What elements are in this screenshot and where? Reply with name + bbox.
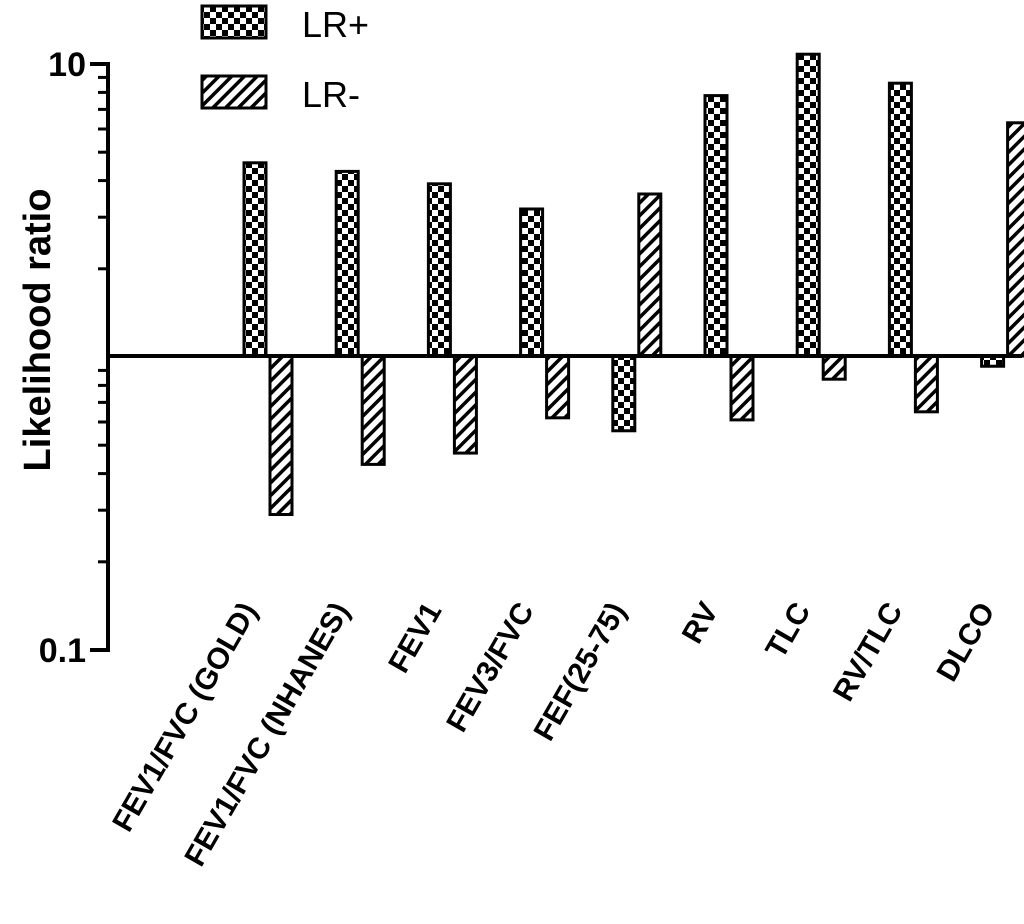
- x-tick-label: RV: [676, 597, 725, 649]
- bar-lr-minus: [360, 354, 386, 466]
- bar-lr-plus: [887, 81, 913, 358]
- bar-lr-plus: [611, 354, 637, 433]
- bar-lr-minus: [1006, 121, 1024, 358]
- y-tick-label: 10: [48, 46, 86, 84]
- bar-lr-minus: [452, 354, 478, 455]
- bar-lr-minus: [821, 354, 847, 381]
- bar-lr-plus: [795, 52, 821, 358]
- x-axis: FEV1/FVC (GOLD)FEV1/FVC (NHANES) FEV1FEV3…: [106, 354, 1022, 872]
- y-axis-label: Likelihood ratio: [17, 189, 59, 472]
- bar-lr-minus: [729, 354, 755, 422]
- bar-lr-minus: [268, 354, 294, 517]
- x-tick-label: FEV3/FVC: [440, 597, 540, 738]
- bars-group: [242, 52, 1024, 517]
- x-tick-label: FEF(25-75): [528, 597, 633, 746]
- x-tick-label: FEV1: [382, 597, 448, 678]
- x-tick-label: FEV1/FVC (NHANES): [179, 597, 357, 872]
- y-tick-label: 0.1: [39, 632, 86, 670]
- bar-lr-minus: [913, 354, 939, 414]
- chart-legend: LR+ LR-: [200, 4, 369, 115]
- bar-lr-plus: [242, 161, 268, 358]
- x-tick-label: RV/TLC: [827, 597, 909, 707]
- legend-swatch-lr-minus: [200, 74, 268, 110]
- legend-label: LR+: [302, 4, 369, 45]
- bar-lr-plus: [426, 182, 452, 358]
- bar-lr-plus: [519, 207, 545, 358]
- x-tick-label: DLCO: [931, 597, 1002, 687]
- bar-lr-minus: [545, 354, 571, 420]
- bar-lr-minus: [637, 192, 663, 358]
- legend-swatch-lr-plus: [200, 4, 268, 40]
- bar-lr-plus: [703, 94, 729, 358]
- legend-label: LR-: [302, 74, 360, 115]
- x-tick-label: TLC: [760, 597, 818, 664]
- bar-lr-plus: [334, 169, 360, 358]
